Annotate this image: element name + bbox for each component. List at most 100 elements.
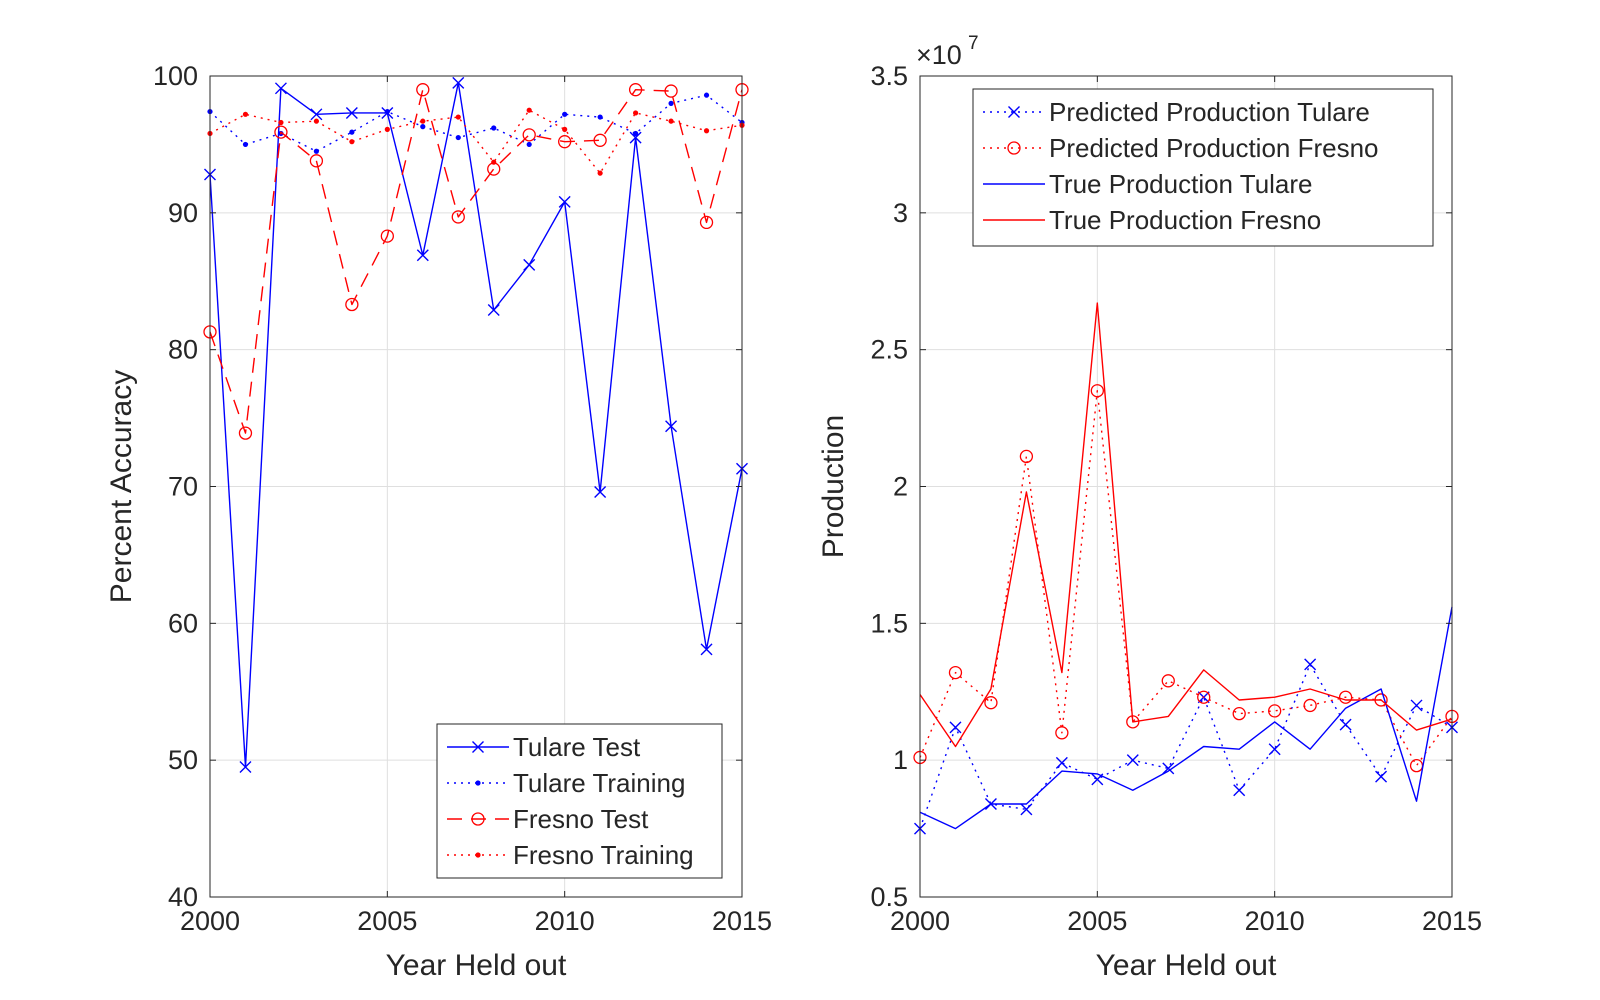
data-point [380, 229, 394, 243]
legend-box [436, 723, 723, 879]
data-point [703, 92, 710, 98]
data-point [455, 114, 461, 120]
legend-marker [471, 812, 485, 826]
axis-scale-exponent: 7 [968, 33, 979, 54]
data-point [1268, 704, 1282, 718]
legend-entry: True Production Fresno [1049, 205, 1321, 235]
data-point [633, 130, 639, 137]
accuracy-chart: 2000 2005 2010 2015 40 50 60 70 80 90 100 Year Held… [105, 61, 772, 982]
y-tick-label: 3.5 [870, 61, 908, 91]
y-tick-label: 70 [168, 472, 198, 502]
x-tick-label: 2005 [1067, 906, 1127, 936]
data-point [239, 761, 252, 774]
data-point [526, 141, 532, 148]
data-point [345, 297, 359, 312]
data-point [668, 100, 674, 106]
data-point [349, 139, 355, 145]
data-point [699, 215, 714, 230]
y-axis-label: Percent Accuracy [105, 370, 138, 603]
data-point [309, 154, 324, 168]
x-tick-label: 2015 [712, 906, 772, 936]
data-point [597, 114, 603, 120]
legend-entry: Tulare Test [513, 732, 641, 762]
x-tick-label: 2010 [1245, 906, 1305, 936]
x-axis-label: Year Held out [1096, 949, 1277, 982]
data-point [1303, 698, 1317, 713]
data-point [629, 131, 642, 144]
data-point [313, 148, 319, 154]
data-point [420, 118, 426, 124]
y-tick-label: 3 [893, 198, 908, 228]
series-line [919, 663, 1453, 829]
data-point [416, 249, 429, 262]
y-tick-label: 90 [168, 198, 198, 228]
y-tick-label: 60 [168, 608, 198, 638]
data-point [558, 135, 572, 149]
data-point [628, 83, 643, 97]
data-point [984, 696, 998, 710]
production-chart: 2000 2005 2010 2015 0.5 1 1.5 2 2.5 3 3.5 Year Held… [817, 33, 1482, 982]
data-point [593, 133, 607, 147]
data-point [522, 128, 536, 142]
y-tick-label: 1 [893, 745, 908, 775]
legend-entry: Fresno Training [513, 840, 694, 870]
data-point [1090, 384, 1104, 398]
data-point [664, 84, 678, 98]
data-point [1055, 756, 1068, 769]
data-point [526, 107, 532, 113]
data-point [1233, 784, 1246, 797]
legend-entry: Predicted Production Fresno [1049, 133, 1379, 163]
legend-marker [475, 780, 481, 786]
data-point [700, 643, 713, 656]
data-point [1019, 449, 1034, 464]
x-tick-label: 2000 [890, 906, 950, 936]
data-point [1339, 718, 1352, 731]
data-point [1126, 754, 1139, 767]
x-tick-label: 2010 [535, 906, 595, 936]
data-point [948, 665, 963, 680]
data-point [665, 420, 678, 433]
axis-scale-factor: ×10 [916, 40, 962, 70]
legend-box [972, 88, 1434, 247]
data-point [562, 126, 568, 132]
data-point [1232, 706, 1246, 721]
data-point [238, 426, 253, 440]
data-point [594, 485, 607, 498]
series-line [919, 606, 1453, 830]
data-point [416, 83, 430, 97]
y-axis-label: Production [817, 415, 850, 558]
data-point [597, 170, 603, 176]
y-tick-label: 2.5 [870, 335, 908, 365]
y-tick-label: 80 [168, 335, 198, 365]
data-point [1375, 770, 1388, 783]
legend: Tulare Test Tulare Training Fresno Test Fre… [436, 723, 723, 879]
data-point [487, 303, 500, 316]
series-line [209, 94, 743, 153]
x-tick-label: 2000 [180, 906, 240, 936]
data-point [274, 82, 287, 95]
series-line [209, 82, 743, 768]
data-point [349, 129, 355, 135]
data-point [491, 159, 497, 165]
legend-marker [1008, 106, 1020, 118]
data-point [1020, 803, 1033, 816]
data-point [242, 111, 249, 117]
data-point [1197, 690, 1211, 704]
data-point [1268, 743, 1281, 756]
data-point [562, 111, 568, 117]
data-point [1161, 674, 1175, 688]
data-point [384, 126, 390, 132]
data-point [1410, 699, 1423, 712]
y-tick-label: 40 [168, 882, 198, 912]
data-point [384, 108, 390, 115]
data-point [278, 119, 284, 126]
legend: Predicted Production Tulare Predicted Pro… [972, 88, 1434, 247]
y-tick-label: 1.5 [870, 608, 908, 638]
data-point [242, 141, 249, 148]
data-point [1162, 762, 1175, 775]
legend-entry: Tulare Training [513, 768, 685, 798]
legend-marker [475, 852, 481, 858]
series-line [209, 109, 743, 174]
legend-entry: True Production Tulare [1049, 169, 1313, 199]
